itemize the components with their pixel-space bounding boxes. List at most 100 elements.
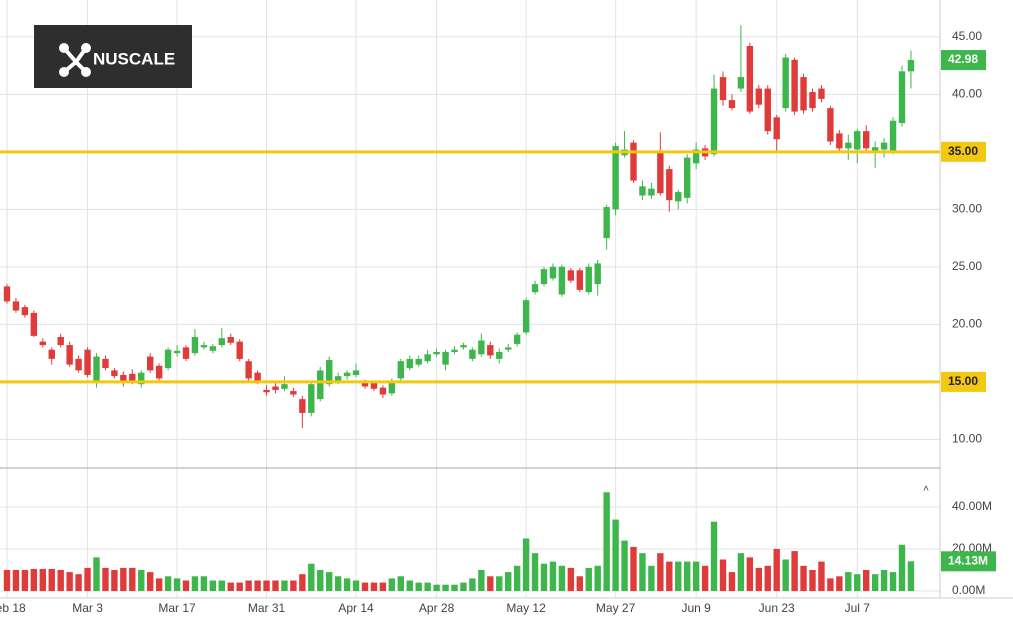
volume-bar xyxy=(692,561,700,591)
candle-body xyxy=(48,349,55,359)
candle-body xyxy=(272,386,279,390)
candle-body xyxy=(3,286,11,302)
volume-bar xyxy=(728,572,736,591)
volume-bar xyxy=(388,578,396,591)
volume-bar xyxy=(39,568,46,591)
x-tick-label: Mar 31 xyxy=(248,601,286,615)
volume-bar xyxy=(719,559,727,591)
candle-body xyxy=(487,345,494,356)
logo-text: NUSCALE xyxy=(93,49,175,68)
volume-bar xyxy=(827,578,834,591)
x-tick-label: Mar 17 xyxy=(158,601,196,615)
volume-bar xyxy=(326,572,333,591)
volume-bar xyxy=(3,569,11,591)
candle-body xyxy=(871,147,879,151)
volume-bar xyxy=(764,565,771,591)
candle-body xyxy=(397,361,404,379)
candle-body xyxy=(684,157,691,198)
volume-bar xyxy=(478,569,485,591)
volume-bar xyxy=(782,559,789,591)
y-tick-label: 20.00 xyxy=(952,317,982,331)
volume-bar xyxy=(343,578,351,591)
volume-bar xyxy=(120,567,127,591)
volume-bar xyxy=(773,548,780,591)
volume-bar xyxy=(281,580,288,591)
volume-bar xyxy=(227,582,234,591)
candle-body xyxy=(558,266,566,295)
candle-body xyxy=(549,266,557,279)
volume-bar xyxy=(648,565,655,591)
volume-bar xyxy=(630,546,637,591)
candle-body xyxy=(666,169,673,201)
volume-bar xyxy=(245,580,252,591)
x-tick-label: Jun 9 xyxy=(681,601,711,615)
volume-bar xyxy=(102,567,109,591)
y-tick-label: 30.00 xyxy=(952,202,982,216)
candle-body xyxy=(880,142,888,150)
volume-bar xyxy=(191,576,199,591)
volume-bar xyxy=(57,569,64,591)
logo-box xyxy=(34,25,192,88)
x-tick-label: Mar 3 xyxy=(72,601,103,615)
candle-body xyxy=(433,351,440,355)
volume-bar xyxy=(487,576,494,591)
volume-bar xyxy=(147,572,154,591)
candle-body xyxy=(522,300,530,333)
candle-body xyxy=(111,370,118,377)
plot: Feb 18 Mar 3 Mar 17 Mar 31 Apr 14 Apr 28 May 1… xyxy=(0,0,1013,615)
volume-bar xyxy=(540,563,548,591)
candle-body xyxy=(138,372,145,385)
volume-bar xyxy=(30,568,38,591)
candle-body xyxy=(209,346,217,351)
candle-body xyxy=(21,307,29,316)
volume-bar xyxy=(549,561,557,591)
candle-body xyxy=(254,372,261,382)
volume-bar xyxy=(66,572,73,591)
candle-body xyxy=(782,57,789,109)
candle-body xyxy=(585,266,592,293)
volume-bar xyxy=(84,567,91,591)
logo-icon xyxy=(59,43,91,77)
candle-body xyxy=(478,340,485,355)
volume-bar xyxy=(334,576,342,591)
candle-body xyxy=(773,117,780,140)
volume-bar xyxy=(155,578,163,591)
candle-body xyxy=(719,77,727,101)
y-tick-label: 45.00 xyxy=(952,29,982,43)
x-tick-label: Jun 23 xyxy=(759,601,795,615)
candle-body xyxy=(630,142,637,181)
volume-bar xyxy=(585,567,592,591)
volume-bar xyxy=(576,576,583,591)
volume-bar xyxy=(684,561,691,591)
y-tick-label: 10.00 xyxy=(952,432,982,446)
volume-bar xyxy=(111,569,118,591)
candle-body xyxy=(460,345,467,348)
candle-body xyxy=(424,354,431,362)
x-tick-label: May 12 xyxy=(506,601,546,615)
candle-body xyxy=(710,88,718,155)
volume-bar xyxy=(299,574,306,591)
volume-bar xyxy=(809,569,816,591)
candle-body xyxy=(451,349,458,352)
volume-bar xyxy=(263,580,270,591)
candle-body xyxy=(30,312,38,336)
volume-bar xyxy=(415,582,422,591)
collapse-toggle: ˄ xyxy=(923,484,929,495)
last-price-tag xyxy=(941,50,986,71)
candle-body xyxy=(361,381,369,387)
y-tick-label: 25.00 xyxy=(952,259,982,273)
volume-bar xyxy=(621,540,628,591)
candle-body xyxy=(907,60,915,72)
volume-bar xyxy=(182,580,190,591)
volume-bar xyxy=(218,580,225,591)
candle-body xyxy=(182,347,190,359)
candle-body xyxy=(800,77,807,111)
candle-body xyxy=(898,71,906,124)
candle-body xyxy=(576,270,583,290)
candle-body xyxy=(827,108,834,142)
candle-body xyxy=(755,88,762,105)
candle-body xyxy=(352,370,360,375)
candle-body xyxy=(164,349,172,369)
candle-body xyxy=(791,59,798,112)
candle-body xyxy=(129,373,136,382)
